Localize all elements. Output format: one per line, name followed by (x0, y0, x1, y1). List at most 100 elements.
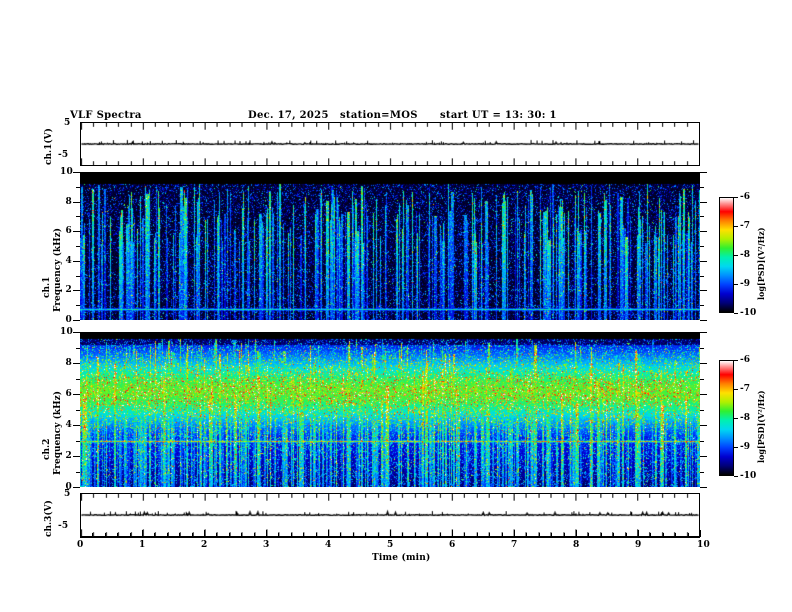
x-tick-major (390, 530, 391, 537)
x-tick-minor (687, 533, 689, 537)
x-tick-minor (526, 533, 528, 537)
ch1-colorbar-tick-label: -10 (740, 308, 757, 318)
record-date: Dec. 17, 2025 (248, 110, 329, 121)
ch2-freq-tick-minor (76, 409, 80, 411)
ch2-colorbar-tick-label: -7 (740, 384, 750, 394)
ch2-colorbar-label: log[PSD](V²/Hz) (756, 390, 766, 463)
ch1-freq-tick-major (73, 260, 80, 262)
ch1-volt-tick-minus5: -5 (58, 150, 69, 160)
ch1-freq-tick-right (700, 275, 704, 277)
ch2-freq-tick-right (700, 347, 704, 349)
x-tick-minor (191, 533, 193, 537)
ch2-colorbar-tick (734, 476, 738, 477)
ch1-freq-tick-label: 2 (65, 285, 72, 296)
page-title: VLF Spectra (70, 110, 142, 121)
x-tick-minor (464, 533, 466, 537)
ch2-freq-tick-right (700, 456, 707, 457)
ch1-freq-tick-label: 6 (65, 226, 72, 237)
ch1-freq-tick-major (73, 320, 80, 321)
ch2-freq-tick-label: 6 (65, 389, 72, 399)
x-tick-minor (600, 533, 602, 537)
x-tick-minor (402, 533, 404, 537)
ch2-freq-tick-right (700, 425, 707, 426)
ch2-frequency-axis-label-line2: Frequency (kHz) (53, 390, 63, 475)
ch1-voltage-axis-label: ch.1(V) (44, 128, 54, 165)
start-ut-label: start UT = 13: 30: 1 (440, 110, 557, 121)
ch1-freq-tick-label: 4 (65, 255, 72, 266)
ch2-freq-tick-major (73, 394, 80, 395)
x-tick-minor (414, 533, 416, 537)
x-tick-major (452, 530, 453, 537)
ch1-freq-tick-right (700, 201, 707, 203)
x-tick-minor (303, 533, 305, 537)
ch2-colorbar-tick-label: -8 (740, 413, 750, 423)
ch2-freq-tick-minor (76, 347, 80, 349)
x-tick-minor (538, 533, 540, 537)
x-tick-minor (117, 533, 119, 537)
ch3-voltage-axis-label: ch.3(V) (44, 500, 54, 537)
ch1-freq-tick-major (73, 290, 80, 292)
x-tick-minor (427, 533, 429, 537)
ch1-freq-tick-label: 10 (60, 167, 73, 177)
x-tick-minor (216, 533, 218, 537)
x-axis-label: Time (min) (372, 553, 431, 563)
ch1-colorbar-tick (734, 284, 738, 285)
ch1-freq-tick-minor (76, 216, 80, 218)
x-tick-major (266, 530, 267, 537)
ch2-freq-tick-label: 4 (65, 420, 72, 430)
ch2-freq-tick-major (73, 425, 80, 426)
ch1-freq-tick-right (700, 246, 704, 247)
ch2-freq-tick-major (73, 332, 80, 333)
ch1-freq-tick-right (700, 231, 707, 233)
ch2-frequency-axis-label-line1: ch.2 (42, 438, 52, 460)
ch1-freq-tick-right (700, 216, 704, 218)
ch1-frequency-axis-label-line2: Frequency (kHz) (53, 227, 63, 312)
ch1-freq-tick-major (73, 172, 80, 173)
x-tick-minor (675, 533, 677, 537)
ch2-colorbar (719, 360, 734, 476)
x-tick-minor (92, 533, 94, 537)
ch2-freq-tick-right (700, 394, 707, 395)
ch3-volt-tick-5: 5 (64, 489, 71, 499)
ch1-freq-tick-label: 0 (65, 315, 72, 325)
x-tick-minor (439, 533, 441, 537)
x-tick-minor (563, 533, 565, 537)
ch2-freq-tick-minor (76, 378, 80, 380)
ch1-colorbar-tick (734, 197, 738, 198)
ch1-volt-tick-5: 5 (64, 118, 71, 128)
ch2-freq-tick-major (73, 487, 80, 488)
x-tick-minor (179, 533, 181, 537)
x-tick-minor (241, 533, 243, 537)
ch1-freq-tick-right (700, 172, 707, 173)
x-tick-minor (650, 533, 652, 537)
x-tick-major (142, 530, 143, 537)
x-tick-minor (104, 533, 106, 537)
ch1-freq-tick-right (700, 320, 707, 321)
ch2-freq-tick-label: 0 (65, 482, 72, 492)
ch2-freq-tick-label: 2 (65, 451, 72, 461)
ch1-colorbar-tick-label: -7 (740, 221, 750, 231)
ch2-freq-tick-right (700, 487, 707, 488)
x-tick-minor (352, 533, 354, 537)
x-tick-minor (662, 533, 664, 537)
ch1-colorbar-tick-label: -6 (740, 192, 750, 202)
x-tick-minor (365, 533, 367, 537)
x-tick-label: 1 (139, 540, 146, 550)
ch1-freq-tick-right (700, 290, 707, 292)
x-tick-minor (228, 533, 230, 537)
ch1-freq-tick-right (700, 186, 704, 188)
ch1-freq-tick-minor (76, 246, 80, 247)
ch2-colorbar-tick-label: -10 (740, 471, 757, 481)
ch1-spectrogram (80, 172, 700, 320)
ch1-colorbar-tick (734, 255, 738, 256)
ch2-freq-tick-major (73, 363, 80, 364)
ch2-freq-tick-right (700, 409, 704, 411)
ch1-freq-tick-label: 8 (65, 196, 72, 207)
station-label: station=MOS (340, 110, 418, 121)
x-tick-minor (613, 533, 615, 537)
x-tick-label: 3 (263, 540, 270, 550)
x-tick-minor (278, 533, 280, 537)
x-tick-label: 9 (635, 540, 642, 550)
ch1-freq-tick-minor (76, 305, 80, 307)
x-tick-major (576, 530, 577, 537)
